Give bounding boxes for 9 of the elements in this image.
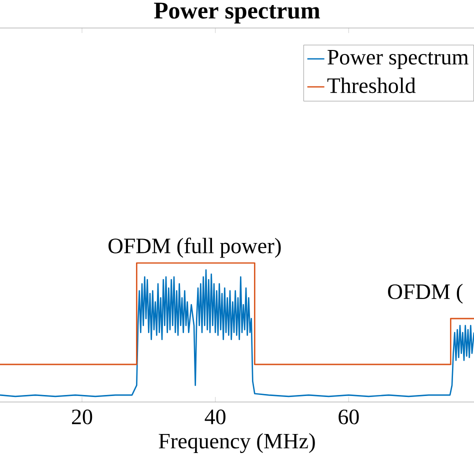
legend-label: Power spectrum	[328, 50, 468, 70]
chart-title: Power spectrum	[154, 2, 320, 24]
annotation: OFDM (	[388, 284, 463, 304]
legend-label: Threshold	[327, 78, 416, 94]
x-axis-title: Frequency (MHz)	[158, 433, 315, 454]
annotation: OFDM (full power)	[108, 238, 281, 258]
x-tick-label: 60	[338, 410, 359, 424]
x-tick-label: 20	[72, 410, 92, 424]
x-tick-label: 40	[204, 410, 226, 424]
